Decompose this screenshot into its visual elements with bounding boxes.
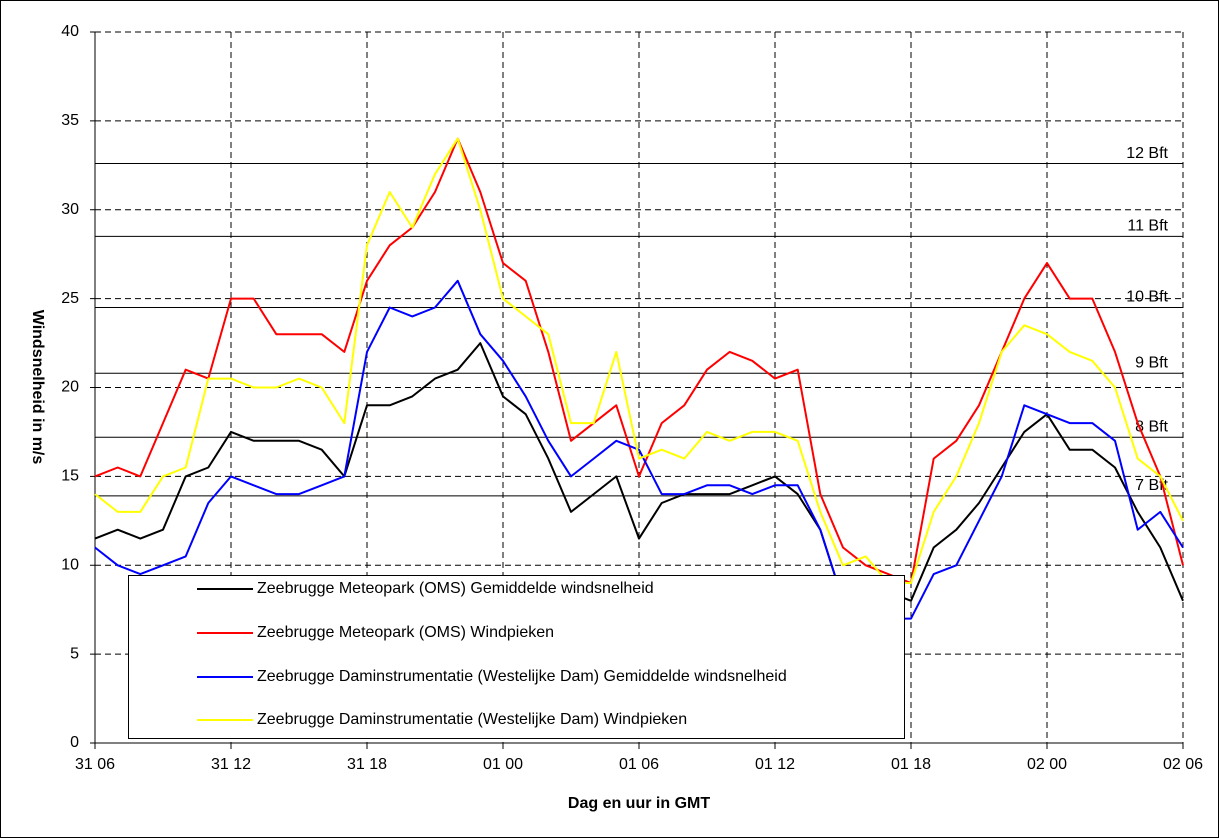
- y-tick-label: 40: [61, 23, 79, 40]
- x-tick-label: 01 18: [891, 756, 931, 773]
- y-tick-label: 0: [70, 734, 79, 751]
- reference-label: 11 Bft: [1127, 218, 1168, 235]
- legend-swatch: [197, 676, 253, 678]
- y-axis-title: Windsnelheid in m/s: [29, 310, 46, 465]
- legend-swatch: [197, 588, 253, 590]
- y-tick-label: 30: [61, 201, 79, 218]
- series-line: [94, 342, 1184, 602]
- reference-label: 10 Bft: [1126, 289, 1168, 306]
- x-axis-title: Dag en uur in GMT: [568, 795, 710, 812]
- x-tick-label: 02 00: [1027, 756, 1067, 773]
- y-tick-label: 20: [61, 379, 79, 396]
- y-tick-label: 25: [61, 290, 79, 307]
- legend-label: Zeebrugge Meteopark (OMS) Windpieken: [257, 624, 555, 641]
- x-tick-label: 01 00: [483, 756, 523, 773]
- legend-swatch: [197, 632, 253, 634]
- reference-label: 12 Bft: [1126, 145, 1168, 162]
- x-tick-label: 31 12: [211, 756, 251, 773]
- series-line: [94, 137, 1184, 584]
- x-tick-label: 01 06: [619, 756, 659, 773]
- legend-swatch: [197, 719, 253, 721]
- reference-label: 8 Bft: [1135, 418, 1168, 435]
- x-tick-label: 01 12: [755, 756, 795, 773]
- series-line: [94, 279, 1184, 620]
- legend-label: Zeebrugge Meteopark (OMS) Gemiddelde win…: [257, 580, 654, 597]
- legend-entry: Zeebrugge Daminstrumentatie (Westelijke …: [197, 711, 687, 729]
- x-tick-label: 31 06: [75, 756, 115, 773]
- y-tick-label: 35: [61, 112, 79, 129]
- x-tick-label: 02 06: [1163, 756, 1203, 773]
- legend: Zeebrugge Meteopark (OMS) Gemiddelde win…: [128, 575, 905, 739]
- y-tick-label: 15: [61, 468, 79, 485]
- reference-label: 9 Bft: [1135, 354, 1168, 371]
- y-tick-label: 10: [61, 556, 79, 573]
- y-tick-label: 5: [70, 645, 79, 662]
- legend-entry: Zeebrugge Daminstrumentatie (Westelijke …: [197, 668, 787, 686]
- reference-label: 7 Bft: [1135, 477, 1168, 494]
- legend-entry: Zeebrugge Meteopark (OMS) Windpieken: [197, 624, 554, 642]
- legend-label: Zeebrugge Daminstrumentatie (Westelijke …: [257, 711, 688, 728]
- legend-entry: Zeebrugge Meteopark (OMS) Gemiddelde win…: [197, 580, 654, 598]
- x-tick-label: 31 18: [347, 756, 387, 773]
- legend-label: Zeebrugge Daminstrumentatie (Westelijke …: [257, 668, 787, 685]
